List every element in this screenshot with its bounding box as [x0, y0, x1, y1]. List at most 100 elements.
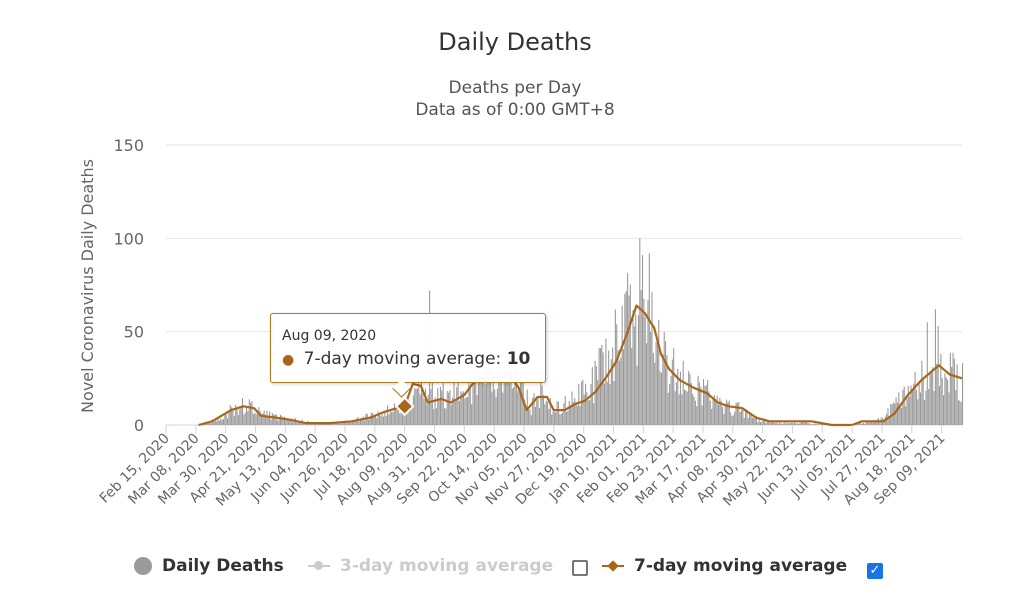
daily-deaths-bar: [467, 396, 469, 425]
legend-item-daily-deaths[interactable]: Daily Deaths: [134, 556, 284, 576]
daily-deaths-bar: [430, 389, 432, 425]
daily-deaths-bar: [925, 390, 927, 425]
daily-deaths-bar: [534, 406, 536, 425]
daily-deaths-bar: [758, 418, 760, 425]
toggle-3-day-average-checkbox[interactable]: [572, 560, 588, 576]
daily-deaths-bar: [688, 371, 690, 425]
daily-deaths-bar: [457, 382, 459, 425]
daily-deaths-bar: [448, 392, 450, 425]
daily-deaths-bar: [376, 418, 378, 425]
daily-deaths-bar: [334, 422, 336, 425]
daily-deaths-bar: [678, 394, 680, 425]
chart-subtitle-line-1: Deaths per Day: [449, 78, 582, 98]
daily-deaths-bar: [907, 385, 909, 425]
daily-deaths-bar: [529, 409, 531, 425]
daily-deaths-bar: [682, 360, 684, 425]
daily-deaths-bar: [814, 423, 816, 425]
daily-deaths-bar: [555, 412, 557, 425]
daily-deaths-bar: [331, 423, 333, 425]
daily-deaths-bar: [297, 421, 299, 425]
hover-diamond-icon: [394, 396, 415, 417]
daily-deaths-bar: [857, 423, 859, 425]
daily-deaths-bar: [754, 415, 756, 425]
daily-deaths-bar: [499, 365, 501, 425]
daily-deaths-bar: [273, 414, 275, 425]
daily-deaths-bar: [416, 388, 418, 425]
daily-deaths-bar: [816, 424, 818, 425]
daily-deaths-bar: [332, 423, 334, 425]
daily-deaths-bar: [736, 402, 738, 425]
daily-deaths-bar: [335, 423, 337, 425]
daily-deaths-bar: [801, 422, 804, 425]
daily-deaths-bar: [711, 408, 713, 425]
daily-deaths-bar: [580, 381, 583, 425]
daily-deaths-bar: [312, 423, 314, 425]
daily-deaths-bar: [697, 375, 699, 425]
daily-deaths-bar: [229, 404, 231, 425]
daily-deaths-bar: [232, 409, 234, 425]
daily-deaths-bar: [442, 383, 444, 425]
daily-deaths-bar: [747, 418, 749, 425]
daily-deaths-bar: [768, 420, 770, 425]
daily-deaths-bar: [561, 412, 564, 425]
daily-deaths-bar: [745, 409, 747, 425]
daily-deaths-bar: [289, 420, 291, 425]
daily-deaths-bar: [762, 420, 764, 425]
daily-deaths-bar: [625, 291, 627, 425]
daily-deaths-bar: [739, 412, 741, 425]
tooltip-series-label: 7-day moving average:: [303, 349, 502, 369]
daily-deaths-bar: [578, 384, 580, 425]
daily-deaths-bar: [208, 423, 210, 425]
daily-deaths-bar: [948, 392, 950, 425]
daily-deaths-bar: [789, 422, 791, 425]
daily-deaths-bar: [647, 299, 649, 425]
daily-deaths-bar: [373, 415, 375, 425]
daily-deaths-bar: [560, 414, 562, 425]
daily-deaths-bar: [283, 416, 286, 425]
legend: Daily Deaths 3-day moving average 7-day …: [0, 552, 1012, 586]
daily-deaths-bar: [399, 413, 401, 425]
daily-deaths-bar: [477, 370, 479, 425]
daily-deaths-bar: [755, 416, 757, 425]
daily-deaths-bar: [505, 354, 507, 425]
daily-deaths-bar: [540, 382, 542, 425]
daily-deaths-bar: [938, 386, 941, 425]
daily-deaths-bar: [860, 423, 862, 425]
daily-deaths-bar: [441, 390, 443, 425]
daily-deaths-bar: [426, 404, 428, 425]
daily-deaths-bar: [403, 412, 405, 425]
daily-deaths-bar: [458, 401, 460, 425]
daily-deaths-bar: [589, 399, 591, 425]
daily-deaths-bar: [675, 382, 677, 425]
daily-deaths-bar: [290, 418, 292, 425]
daily-deaths-bar: [655, 341, 657, 425]
daily-deaths-bar: [217, 418, 219, 425]
chart-subtitle-line-2: Data as of 0:00 GMT+8: [415, 100, 614, 120]
daily-deaths-bar: [222, 418, 225, 425]
daily-deaths-bar: [700, 387, 702, 425]
daily-deaths-bar: [574, 398, 576, 425]
daily-deaths-bar: [928, 389, 930, 425]
daily-deaths-bar: [319, 423, 321, 425]
daily-deaths-bar: [358, 421, 360, 425]
daily-deaths-bar: [872, 422, 874, 425]
daily-deaths-bar: [471, 404, 473, 425]
daily-deaths-bar: [612, 347, 614, 425]
toggle-7-day-average-checkbox[interactable]: ✓: [867, 563, 883, 579]
daily-deaths-bar: [952, 352, 954, 425]
daily-deaths-bar: [951, 366, 953, 425]
daily-deaths-bar: [656, 339, 658, 425]
daily-deaths-bar: [241, 398, 244, 425]
daily-deaths-bar: [709, 400, 711, 425]
daily-deaths-bar: [267, 415, 269, 425]
daily-deaths-bar: [495, 396, 497, 425]
daily-deaths-bar: [593, 403, 595, 425]
legend-item-3-day-average[interactable]: 3-day moving average: [308, 556, 553, 576]
daily-deaths-bar: [517, 390, 519, 425]
daily-deaths-bar: [224, 413, 226, 425]
grid-lines: [166, 144, 962, 426]
daily-deaths-bar: [568, 400, 570, 425]
daily-deaths-bar: [770, 422, 772, 425]
legend-item-7-day-average[interactable]: 7-day moving average: [602, 556, 847, 576]
daily-deaths-bar: [227, 418, 229, 425]
